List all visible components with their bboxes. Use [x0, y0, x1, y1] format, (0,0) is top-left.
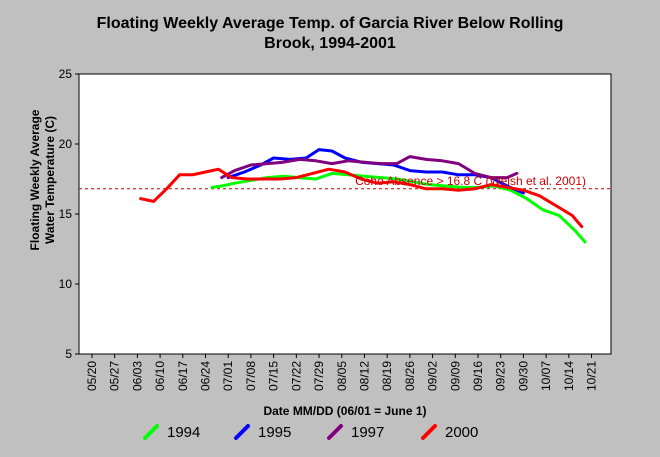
- x-tick-label: 07/29: [312, 361, 326, 391]
- legend: 1994 1995 1997 2000: [143, 424, 478, 441]
- x-tick-label: 07/22: [289, 361, 303, 391]
- x-tick-label: 06/17: [176, 361, 190, 391]
- legend-swatch-1995: [234, 424, 250, 440]
- x-tick-label: 07/15: [267, 361, 281, 391]
- legend-label-2000: 2000: [445, 424, 478, 441]
- legend-swatch-1997: [327, 424, 343, 440]
- x-tick-label: 08/26: [403, 361, 417, 391]
- x-tick-label: 08/19: [380, 361, 394, 391]
- x-tick-label: 08/05: [335, 361, 349, 391]
- y-tick-label: 10: [59, 277, 73, 291]
- y-tick-label: 25: [59, 67, 73, 81]
- x-tick-label: 09/02: [426, 361, 440, 391]
- legend-label-1997: 1997: [351, 424, 384, 441]
- plot-area: [78, 73, 612, 355]
- x-axis-title: Date MM/DD (06/01 = June 1): [263, 404, 426, 418]
- y-tick-label: 20: [59, 137, 73, 151]
- chart-title: Floating Weekly Average Temp. of Garcia …: [0, 14, 660, 54]
- legend-swatch-1994: [143, 424, 159, 440]
- x-tick-label: 06/03: [130, 361, 144, 391]
- x-tick-label: 08/12: [357, 361, 371, 391]
- x-tick-label: 05/20: [85, 361, 99, 391]
- x-tick-label: 09/23: [494, 361, 508, 391]
- chart-title-line1: Floating Weekly Average Temp. of Garcia …: [96, 15, 564, 32]
- y-axis-title-line2: Water Temperature (C): [43, 116, 57, 244]
- legend-swatch-2000: [421, 424, 437, 440]
- y-axis-title-line1: Floating Weekly Average: [28, 109, 42, 250]
- x-tick-label: 10/07: [539, 361, 553, 391]
- reference-line-label: Coho Absence > 16.8 C (Welsh et al. 2001…: [355, 174, 586, 188]
- x-tick-label: 09/09: [448, 361, 462, 391]
- legend-label-1995: 1995: [258, 424, 291, 441]
- chart-title-line2: Brook, 1994-2001: [264, 35, 396, 52]
- x-tick-label: 05/27: [108, 361, 122, 391]
- y-tick-label: 5: [65, 347, 72, 361]
- x-tick-label: 10/21: [585, 361, 599, 391]
- x-tick-label: 07/01: [221, 361, 235, 391]
- x-tick-label: 07/08: [244, 361, 258, 391]
- series-line-2000: [139, 167, 584, 229]
- y-tick-label: 15: [59, 207, 73, 221]
- x-tick-label: 10/14: [562, 361, 576, 391]
- x-tick-label: 09/16: [471, 361, 485, 391]
- x-tick-label: 06/24: [199, 361, 213, 391]
- x-tick-label: 06/10: [153, 361, 167, 391]
- x-tick-label: 09/30: [516, 361, 530, 391]
- legend-label-1994: 1994: [167, 424, 200, 441]
- series-line-1997: [220, 155, 519, 180]
